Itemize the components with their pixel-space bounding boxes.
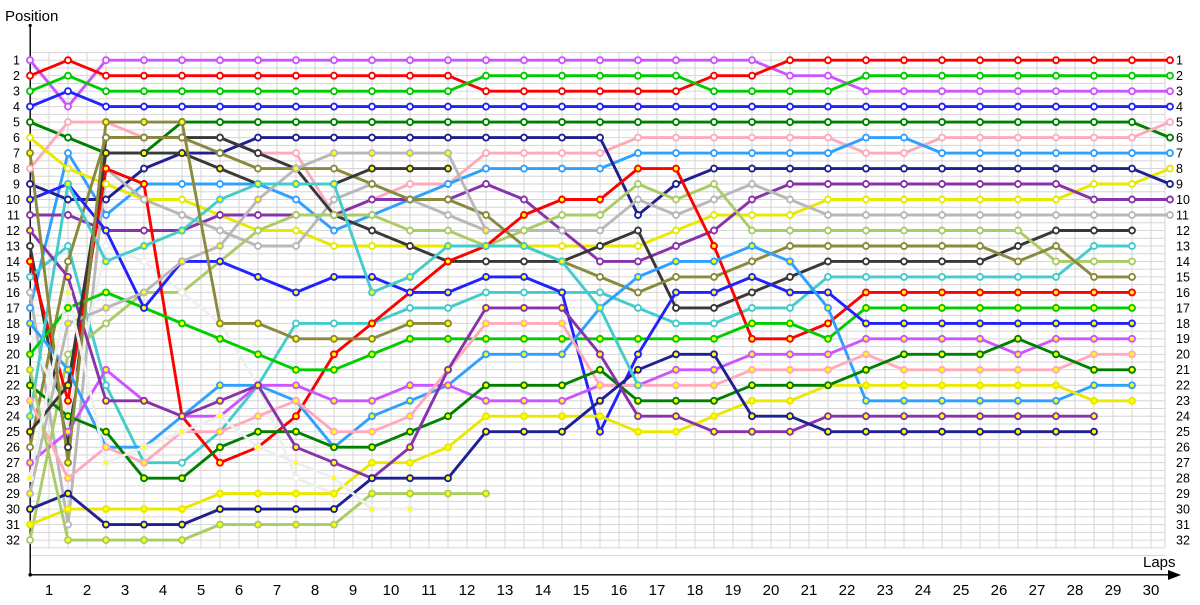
svg-text:10: 10 <box>383 582 400 599</box>
svg-text:16: 16 <box>611 582 628 599</box>
svg-text:29: 29 <box>1176 487 1190 501</box>
svg-text:22: 22 <box>1176 379 1190 393</box>
svg-text:2: 2 <box>13 69 20 83</box>
svg-text:9: 9 <box>349 582 357 599</box>
svg-text:10: 10 <box>6 193 20 207</box>
svg-text:18: 18 <box>1176 317 1190 331</box>
svg-text:21: 21 <box>801 582 818 599</box>
svg-text:24: 24 <box>915 582 932 599</box>
svg-text:26: 26 <box>6 441 20 455</box>
svg-text:23: 23 <box>6 394 20 408</box>
svg-text:19: 19 <box>6 332 20 346</box>
svg-text:11: 11 <box>1176 208 1189 222</box>
svg-text:14: 14 <box>535 582 552 599</box>
svg-text:16: 16 <box>1176 286 1190 300</box>
svg-text:10: 10 <box>1176 193 1190 207</box>
svg-text:3: 3 <box>1176 85 1183 99</box>
svg-text:15: 15 <box>573 582 590 599</box>
svg-text:4: 4 <box>1176 100 1183 114</box>
svg-text:11: 11 <box>421 582 437 599</box>
svg-text:30: 30 <box>6 503 20 517</box>
svg-text:28: 28 <box>1176 472 1190 486</box>
svg-text:24: 24 <box>1176 410 1190 424</box>
svg-text:7: 7 <box>1176 147 1183 161</box>
svg-text:29: 29 <box>6 487 20 501</box>
svg-text:4: 4 <box>159 582 167 599</box>
svg-text:21: 21 <box>1176 363 1190 377</box>
svg-text:25: 25 <box>953 582 970 599</box>
svg-text:27: 27 <box>6 456 20 470</box>
svg-text:8: 8 <box>1176 162 1183 176</box>
svg-text:21: 21 <box>6 363 20 377</box>
svg-text:25: 25 <box>6 425 20 439</box>
svg-text:8: 8 <box>311 582 319 599</box>
svg-text:17: 17 <box>6 301 20 315</box>
svg-text:8: 8 <box>13 162 20 176</box>
svg-text:18: 18 <box>687 582 704 599</box>
svg-text:29: 29 <box>1105 582 1122 599</box>
svg-text:26: 26 <box>991 582 1008 599</box>
svg-text:32: 32 <box>6 534 20 548</box>
svg-text:Position: Position <box>5 8 58 25</box>
svg-text:1: 1 <box>45 582 53 599</box>
svg-text:Laps: Laps <box>1143 554 1176 571</box>
svg-text:30: 30 <box>1176 503 1190 517</box>
svg-text:2: 2 <box>83 582 91 599</box>
svg-text:26: 26 <box>1176 441 1190 455</box>
svg-text:23: 23 <box>877 582 894 599</box>
svg-text:32: 32 <box>1176 534 1190 548</box>
svg-text:9: 9 <box>1176 177 1183 191</box>
svg-text:18: 18 <box>6 317 20 331</box>
svg-text:25: 25 <box>1176 425 1190 439</box>
svg-text:22: 22 <box>839 582 856 599</box>
svg-text:5: 5 <box>13 116 20 130</box>
svg-text:28: 28 <box>1067 582 1084 599</box>
svg-text:20: 20 <box>763 582 780 599</box>
svg-text:31: 31 <box>6 518 20 532</box>
svg-text:2: 2 <box>1176 69 1183 83</box>
svg-text:28: 28 <box>6 472 20 486</box>
svg-text:4: 4 <box>13 100 20 114</box>
svg-text:20: 20 <box>1176 348 1190 362</box>
svg-text:19: 19 <box>1176 332 1190 346</box>
svg-text:12: 12 <box>1176 224 1190 238</box>
svg-text:1: 1 <box>13 54 20 68</box>
svg-text:9: 9 <box>13 177 20 191</box>
svg-text:13: 13 <box>1176 239 1190 253</box>
svg-text:6: 6 <box>235 582 243 599</box>
svg-text:13: 13 <box>6 239 20 253</box>
svg-text:7: 7 <box>13 147 20 161</box>
svg-text:11: 11 <box>7 208 20 222</box>
svg-text:5: 5 <box>1176 116 1183 130</box>
svg-text:12: 12 <box>459 582 476 599</box>
svg-text:30: 30 <box>1143 582 1160 599</box>
svg-text:15: 15 <box>6 270 20 284</box>
svg-text:14: 14 <box>6 255 20 269</box>
svg-text:27: 27 <box>1176 456 1190 470</box>
svg-text:20: 20 <box>6 348 20 362</box>
svg-text:5: 5 <box>197 582 205 599</box>
svg-text:15: 15 <box>1176 270 1190 284</box>
svg-text:19: 19 <box>725 582 742 599</box>
svg-text:1: 1 <box>1176 54 1183 68</box>
svg-text:6: 6 <box>13 131 20 145</box>
svg-text:3: 3 <box>13 85 20 99</box>
svg-text:7: 7 <box>273 582 281 599</box>
svg-text:22: 22 <box>6 379 20 393</box>
svg-text:23: 23 <box>1176 394 1190 408</box>
svg-text:31: 31 <box>1176 518 1190 532</box>
svg-text:17: 17 <box>1176 301 1190 315</box>
svg-text:3: 3 <box>121 582 129 599</box>
svg-text:6: 6 <box>1176 131 1183 145</box>
svg-text:12: 12 <box>6 224 20 238</box>
svg-text:24: 24 <box>6 410 20 424</box>
svg-text:16: 16 <box>6 286 20 300</box>
svg-text:13: 13 <box>497 582 514 599</box>
svg-text:14: 14 <box>1176 255 1190 269</box>
svg-text:17: 17 <box>649 582 666 599</box>
svg-text:27: 27 <box>1029 582 1046 599</box>
